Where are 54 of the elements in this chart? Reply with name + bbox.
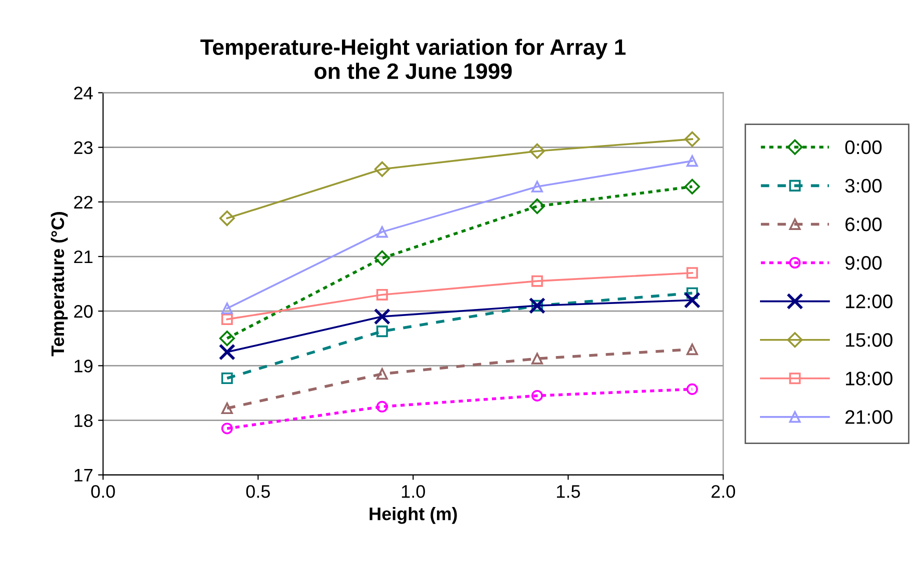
legend-label: 3:00: [845, 178, 882, 193]
x-tick-label: 0.0: [91, 485, 115, 498]
point: [531, 352, 543, 364]
y-tick-label: 20: [74, 305, 93, 318]
y-tick-label: 22: [74, 196, 92, 208]
x-tick-label: 2.0: [712, 485, 736, 498]
point: [374, 161, 390, 177]
point: [684, 178, 700, 194]
point: [221, 372, 233, 384]
point: [376, 368, 388, 380]
point: [686, 383, 698, 395]
point: [684, 131, 700, 147]
point: [376, 288, 388, 300]
point: [529, 143, 545, 159]
legend-label: 12:00: [846, 294, 892, 308]
point: [531, 390, 543, 402]
x-axis-title: Height (m): [370, 507, 457, 524]
point: [219, 210, 235, 226]
point: [221, 402, 233, 414]
point: [686, 267, 698, 279]
y-tick-label: 19: [74, 360, 92, 372]
point: [529, 198, 545, 214]
x-tick-label: 0.5: [246, 485, 270, 498]
y-tick-label: 23: [74, 141, 93, 154]
point: [376, 400, 388, 412]
point: [221, 302, 233, 314]
point: [374, 250, 390, 266]
point: [684, 292, 701, 309]
y-axis-title: Temperature (°C): [50, 212, 68, 356]
legend-label: 15:00: [846, 333, 892, 347]
y-tick-label: 21: [74, 250, 92, 264]
x-tick-label: 1.5: [557, 485, 580, 498]
point: [221, 422, 233, 434]
y-tick-label: 18: [74, 414, 93, 428]
point: [686, 155, 698, 167]
point: [218, 344, 236, 360]
legend-label: 21:00: [845, 410, 892, 424]
point: [376, 226, 388, 238]
chart-title: Temperature-Height variation for Array 1 on the 2 June 1999: [200, 38, 626, 80]
point: [376, 326, 388, 338]
legend-label: 9:00: [845, 256, 882, 270]
point: [686, 344, 698, 356]
point: [219, 330, 235, 346]
point: [686, 287, 698, 299]
legend-label: 18:00: [846, 372, 892, 386]
y-tick-label: 24: [74, 86, 93, 100]
legend-label: 0:00: [845, 140, 882, 154]
point: [374, 308, 390, 325]
point: [531, 180, 543, 192]
x-tick-label: 1.0: [402, 485, 425, 498]
point: [221, 314, 233, 326]
y-tick-label: 17: [74, 469, 92, 482]
point: [531, 275, 543, 287]
legend-label: 6:00: [845, 217, 882, 232]
